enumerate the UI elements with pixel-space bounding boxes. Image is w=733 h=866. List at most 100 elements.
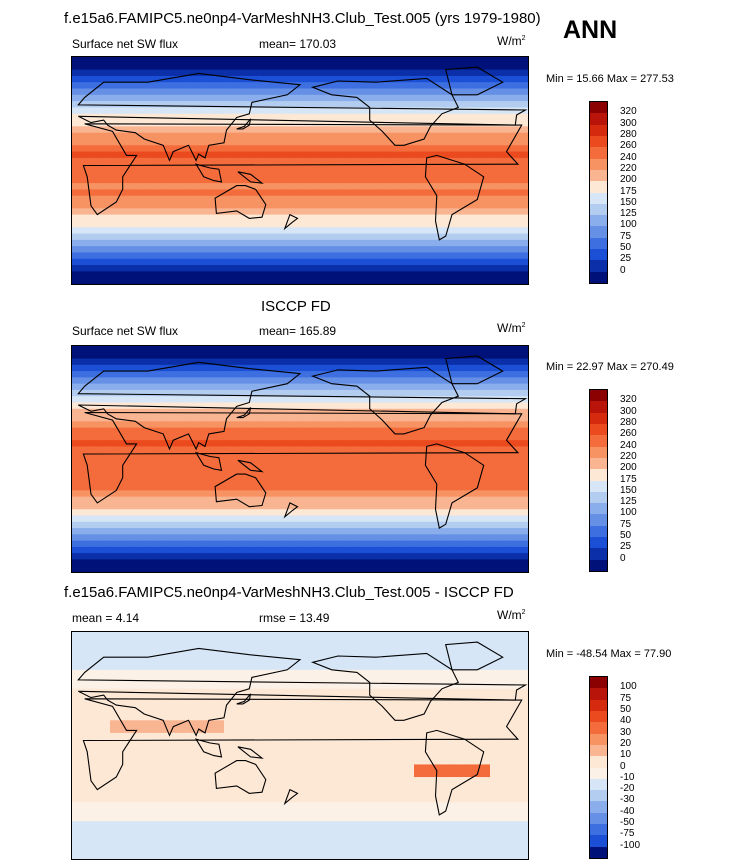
map-cell [300,465,320,473]
map-cell [490,732,510,740]
map-cell [262,202,282,209]
map-cell [357,69,377,77]
map-cell [433,265,453,272]
map-cell [110,726,130,734]
map-cell [129,176,149,184]
map-cell [243,509,263,517]
map-cell [395,220,415,228]
map-cell [338,189,358,197]
map-cell [300,170,320,178]
map-cell [452,471,472,479]
map-cell [243,846,263,854]
map-cell [433,521,453,529]
map-cell [281,559,301,567]
map-cell [395,732,415,740]
map-cell [129,745,149,753]
map-cell [91,459,111,466]
map-cell [452,427,472,435]
colorbar-tick-label: 0 [620,264,626,276]
colorbar-swatch [590,457,607,470]
map-cell [205,377,225,385]
map-cell [167,189,187,197]
map-cell [319,701,339,709]
map-cell [91,220,111,228]
map-cell [490,739,510,747]
map-cell [338,157,358,165]
map-cell [110,777,130,784]
map-cell [433,471,453,479]
map-cell [357,170,377,178]
map-cell [490,346,510,353]
map-cell [509,496,528,504]
map-cell [395,176,415,184]
map-cell [281,220,301,228]
map-cell [129,208,149,216]
map-cell [129,465,149,473]
map-cell [129,220,149,228]
panel3-units: W/m2 [497,608,526,622]
map-cell [205,490,225,498]
map-cell [338,433,358,441]
map-cell [490,669,510,677]
map-cell [281,484,301,491]
map-cell [186,252,206,260]
map-cell [129,75,149,83]
map-cell [414,151,434,159]
map-cell [490,408,510,416]
map-cell [91,663,111,671]
map-cell [338,271,358,279]
map-cell [338,852,358,859]
map-cell [376,509,396,517]
map-cell [490,783,510,791]
map-cell [338,69,358,77]
map-cell [452,682,472,690]
map-cell [395,227,415,235]
map-cell [376,707,396,715]
map-cell [205,258,225,266]
map-cell [395,132,415,140]
map-cell [281,814,301,822]
map-cell [395,789,415,797]
map-cell [129,233,149,241]
map-cell [338,770,358,778]
colorbar-tick-label: -40 [620,805,635,817]
map-cell [224,57,244,64]
map-cell [490,496,510,504]
panel3-colorbar [589,676,608,859]
map-cell [167,540,187,548]
map-cell [91,94,111,102]
map-cell [72,695,92,702]
map-cell [243,758,263,766]
map-cell [471,252,491,260]
map-cell [224,402,244,410]
map-cell [300,490,320,498]
map-cell [376,132,396,140]
map-cell [452,764,472,772]
map-cell [205,402,225,410]
map-cell [452,94,472,102]
map-cell [357,852,377,859]
map-cell [186,565,206,572]
map-cell [490,132,510,140]
map-cell [72,490,92,498]
map-cell [319,427,339,435]
map-cell [395,764,415,772]
map-cell [300,227,320,235]
map-cell [186,459,206,466]
map-cell [414,490,434,498]
map-cell [205,233,225,241]
colorbar-tick-label: 150 [620,196,637,208]
map-cell [433,682,453,690]
map-cell [224,265,244,272]
map-cell [338,509,358,517]
map-cell [262,821,282,829]
map-cell [395,208,415,216]
map-cell [72,377,92,385]
map-cell [72,669,92,677]
map-cell [110,202,130,209]
map-cell [471,389,491,397]
map-cell [395,795,415,803]
map-cell [357,138,377,146]
map-cell [414,808,434,816]
map-cell [148,471,168,479]
